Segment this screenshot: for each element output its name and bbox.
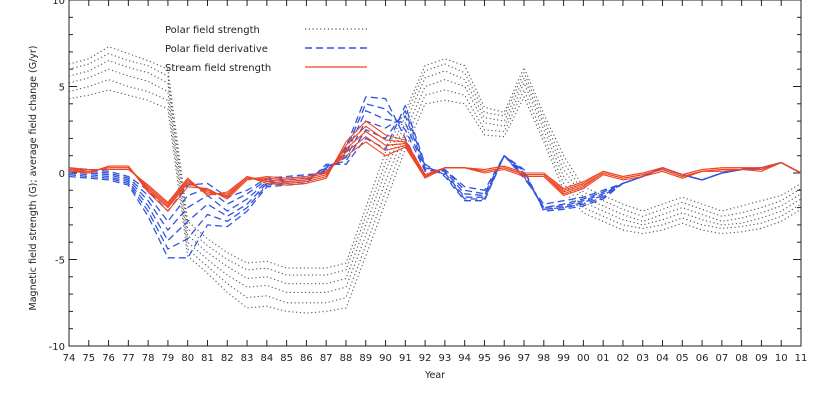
series-polar-field-derivative bbox=[68, 96, 802, 259]
series-line bbox=[68, 53, 802, 276]
x-tick-label: 96 bbox=[498, 353, 511, 364]
x-tick-label: 90 bbox=[379, 353, 392, 364]
series-line bbox=[68, 46, 802, 269]
x-tick-label: 83 bbox=[241, 353, 254, 364]
x-tick-label: 98 bbox=[537, 353, 550, 364]
x-tick-label: 97 bbox=[518, 353, 531, 364]
series-layer bbox=[68, 46, 802, 314]
series-stream-field-strength bbox=[68, 120, 802, 212]
x-tick-label: 91 bbox=[399, 353, 412, 364]
x-tick-label: 94 bbox=[458, 353, 471, 364]
x-tick-label: 76 bbox=[102, 353, 115, 364]
x-tick-label: 79 bbox=[162, 353, 175, 364]
x-tick-label: 82 bbox=[221, 353, 234, 364]
x-tick-label: 80 bbox=[181, 353, 194, 364]
legend-label: Polar field derivative bbox=[165, 44, 268, 55]
tick-layer: 74 75 76 77 78 79 80 81 82 83 84 85 86 87 88 89 90 91 92 93… bbox=[49, 0, 808, 364]
x-tick-label: 11 bbox=[795, 353, 808, 364]
x-tick-label: 75 bbox=[82, 353, 95, 364]
series-line bbox=[68, 120, 802, 203]
x-tick-label: 01 bbox=[597, 353, 610, 364]
x-tick-label: 78 bbox=[142, 353, 155, 364]
x-tick-label: 89 bbox=[359, 353, 372, 364]
x-tick-label: 06 bbox=[696, 353, 709, 364]
x-tick-label: 00 bbox=[577, 353, 590, 364]
x-tick-label: 87 bbox=[320, 353, 333, 364]
series-line bbox=[68, 141, 802, 212]
y-tick-label: 5 bbox=[59, 83, 65, 94]
y-tick-label: 10 bbox=[52, 0, 65, 7]
x-tick-label: 81 bbox=[201, 353, 214, 364]
x-tick-label: 09 bbox=[755, 353, 768, 364]
x-tick-label: 77 bbox=[122, 353, 135, 364]
x-tick-label: 85 bbox=[280, 353, 293, 364]
x-tick-label: 02 bbox=[617, 353, 630, 364]
x-tick-label: 07 bbox=[715, 353, 728, 364]
x-tick-label: 05 bbox=[676, 353, 689, 364]
y-tick-label: -5 bbox=[55, 256, 65, 267]
x-tick-label: 86 bbox=[300, 353, 313, 364]
x-tick-label: 08 bbox=[735, 353, 748, 364]
x-tick-label: 95 bbox=[478, 353, 491, 364]
series-line bbox=[68, 89, 802, 314]
series-line bbox=[68, 110, 802, 250]
x-tick-label: 84 bbox=[260, 353, 273, 364]
x-tick-label: 74 bbox=[63, 353, 76, 364]
legend-label: Polar field strength bbox=[165, 25, 260, 36]
legend: Polar field strength Polar field derivati… bbox=[165, 25, 367, 74]
y-axis-title: Magnetic field strength (G); average fie… bbox=[28, 46, 39, 311]
x-tick-label: 92 bbox=[419, 353, 432, 364]
series-line bbox=[68, 68, 802, 293]
series-line bbox=[68, 130, 802, 207]
x-tick-label: 03 bbox=[636, 353, 649, 364]
x-tick-label: 10 bbox=[775, 353, 788, 364]
series-polar-field-strength bbox=[68, 46, 802, 314]
y-tick-label: 0 bbox=[59, 169, 65, 180]
x-tick-label: 04 bbox=[656, 353, 669, 364]
series-line bbox=[68, 104, 802, 259]
x-axis-title: Year bbox=[424, 370, 445, 381]
legend-label: Stream field strength bbox=[165, 63, 271, 74]
y-tick-label: -10 bbox=[49, 342, 65, 353]
x-tick-label: 88 bbox=[340, 353, 353, 364]
x-tick-label: 99 bbox=[557, 353, 570, 364]
x-tick-label: 93 bbox=[439, 353, 452, 364]
